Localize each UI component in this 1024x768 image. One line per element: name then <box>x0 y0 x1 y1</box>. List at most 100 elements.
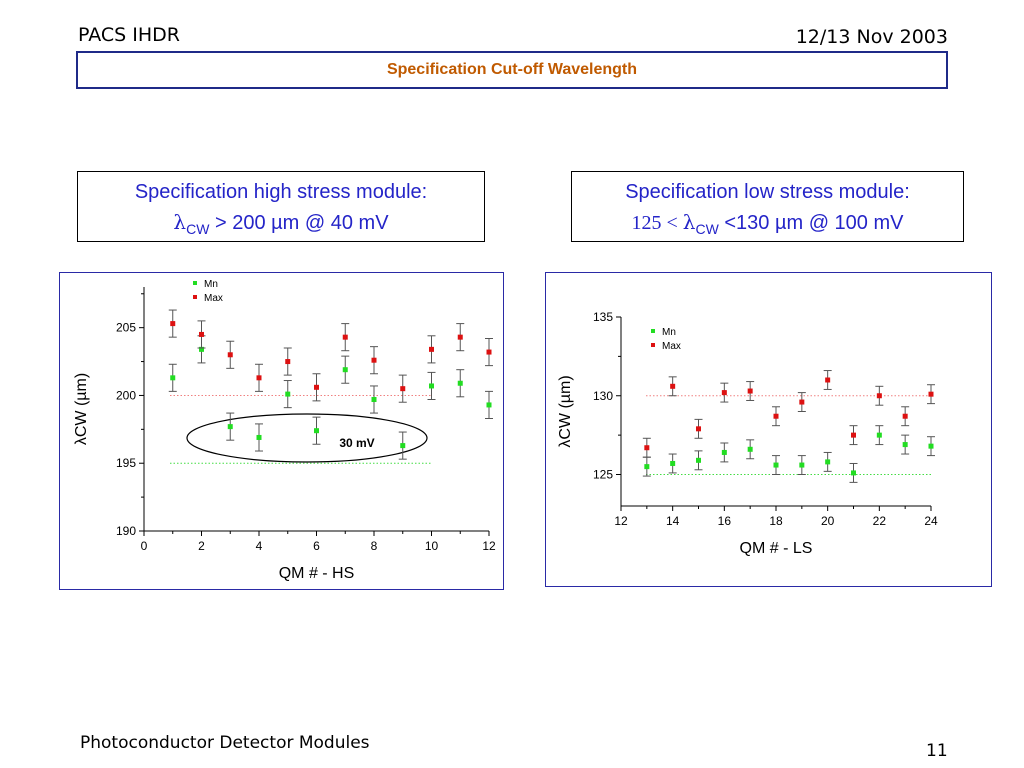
data-point-max <box>670 383 676 389</box>
data-point-min <box>486 402 492 408</box>
data-point-min <box>902 442 908 448</box>
y-tick-label: 205 <box>116 321 136 335</box>
data-point-min <box>721 449 727 455</box>
data-point-max <box>696 426 701 432</box>
data-point-max <box>314 384 319 390</box>
data-point-min <box>429 383 434 389</box>
data-point-min <box>400 443 406 449</box>
data-point-max <box>342 334 348 340</box>
data-point-min <box>314 428 319 434</box>
x-tick-label: 18 <box>769 514 783 528</box>
data-point-min <box>227 424 233 430</box>
spec-low-stress-condition: 125 < λCW <130 µm @ 100 mV <box>572 207 963 244</box>
chart-low-stress: 12 14 16 18 20 22 24 125 130 135 QM # - LS λCW (µm)… <box>545 272 992 587</box>
legend-marker <box>651 343 655 347</box>
data-point-min <box>371 397 377 403</box>
spec-low-stress-heading: Specification low stress module: <box>625 181 910 203</box>
x-tick-label: 6 <box>313 539 320 553</box>
spec-high-stress-condition: λCW > 200 µm @ 40 mV <box>78 207 484 244</box>
data-point-min <box>825 459 831 465</box>
data-point-max <box>285 359 291 365</box>
y-tick-label: 125 <box>593 468 613 482</box>
data-point-max <box>644 445 650 451</box>
data-point-max <box>486 349 492 355</box>
spec-high-stress-heading: Specification high stress module: <box>134 181 428 203</box>
data-point-min <box>285 391 291 397</box>
annotation-label: 30 mV <box>339 436 374 450</box>
spec-low-stress-prefix: 125 < <box>631 212 683 234</box>
y-tick-label: 200 <box>116 388 136 402</box>
x-tick-label: 16 <box>718 514 732 528</box>
spec-low-stress-value: <130 µm @ 100 mV <box>718 212 904 234</box>
data-point-max <box>773 413 779 419</box>
data-point-max <box>851 432 856 438</box>
y-axis-label: λCW (µm) <box>73 373 90 445</box>
y-tick-label: 190 <box>116 524 136 538</box>
spec-high-stress-box: Specification high stress module: λCW > … <box>77 171 485 242</box>
legend-label: Mn <box>662 327 676 338</box>
data-point-min <box>170 375 176 381</box>
data-point-max <box>876 393 882 399</box>
lambda-symbol: λ <box>173 210 187 234</box>
data-point-min <box>799 462 805 468</box>
data-point-max <box>170 321 176 327</box>
slide-title: Specification Cut-off Wavelength <box>386 61 638 78</box>
x-tick-label: 4 <box>256 539 263 553</box>
x-tick-label: 12 <box>614 514 628 528</box>
footer-title: Photoconductor Detector Modules <box>80 733 370 753</box>
data-point-min <box>928 443 934 449</box>
title-banner: Specification Cut-off Wavelength <box>76 51 948 89</box>
lambda-symbol: λ <box>682 210 696 234</box>
data-point-min <box>457 380 463 386</box>
data-point-min <box>342 367 348 373</box>
legend-marker <box>651 329 655 333</box>
y-tick-label: 130 <box>593 389 613 403</box>
x-axis-label: QM # - LS <box>740 540 813 557</box>
x-tick-label: 2 <box>198 539 205 553</box>
data-point-max <box>825 377 831 383</box>
x-tick-label: 8 <box>371 539 378 553</box>
data-point-max <box>400 386 406 392</box>
spec-low-stress-box: Specification low stress module: 125 < λ… <box>571 171 964 242</box>
legend-marker <box>193 281 197 285</box>
legend-label: Max <box>662 341 681 352</box>
chart-high-stress-plot: 0 2 4 6 8 10 12 190 195 200 205 QM # - HS λCW (µm) 30… <box>73 279 496 582</box>
y-axis-label: λCW (µm) <box>557 375 574 447</box>
highlight-ellipse <box>186 413 428 463</box>
lambda-subscript: CW <box>695 221 719 237</box>
data-point-max <box>457 334 463 340</box>
data-point-min <box>256 434 262 440</box>
x-tick-label: 0 <box>141 539 148 553</box>
data-point-max <box>371 357 377 363</box>
x-tick-label: 20 <box>821 514 835 528</box>
spec-high-stress-value: > 200 µm @ 40 mV <box>209 212 389 234</box>
data-point-min <box>747 446 753 452</box>
data-point-max <box>199 331 204 337</box>
data-point-max <box>721 390 727 396</box>
chart-high-stress: 0 2 4 6 8 10 12 190 195 200 205 QM # - HS λCW (µm) 30… <box>59 272 504 590</box>
data-point-min <box>199 346 204 352</box>
x-tick-label: 22 <box>873 514 887 528</box>
legend-label: Max <box>204 293 223 304</box>
header-date: 12/13 Nov 2003 <box>795 26 948 48</box>
lambda-subscript: CW <box>186 221 210 237</box>
x-axis-label: QM # - HS <box>279 565 355 582</box>
data-point-max <box>429 346 434 352</box>
page-number: 11 <box>926 741 948 761</box>
data-point-min <box>670 460 676 466</box>
chart-low-stress-plot: 12 14 16 18 20 22 24 125 130 135 QM # - LS λCW (µm)… <box>557 310 938 557</box>
data-point-max <box>799 399 805 405</box>
data-point-max <box>902 413 908 419</box>
y-tick-label: 195 <box>116 456 136 470</box>
legend-marker <box>193 295 197 299</box>
data-point-max <box>227 352 233 358</box>
data-point-min <box>851 470 856 476</box>
data-point-min <box>876 432 882 438</box>
x-tick-label: 24 <box>924 514 938 528</box>
legend-label: Mn <box>204 279 218 290</box>
header-left: PACS IHDR <box>78 24 180 46</box>
x-tick-label: 10 <box>425 539 439 553</box>
x-tick-label: 12 <box>482 539 496 553</box>
data-point-max <box>928 391 934 397</box>
data-point-min <box>773 462 779 468</box>
